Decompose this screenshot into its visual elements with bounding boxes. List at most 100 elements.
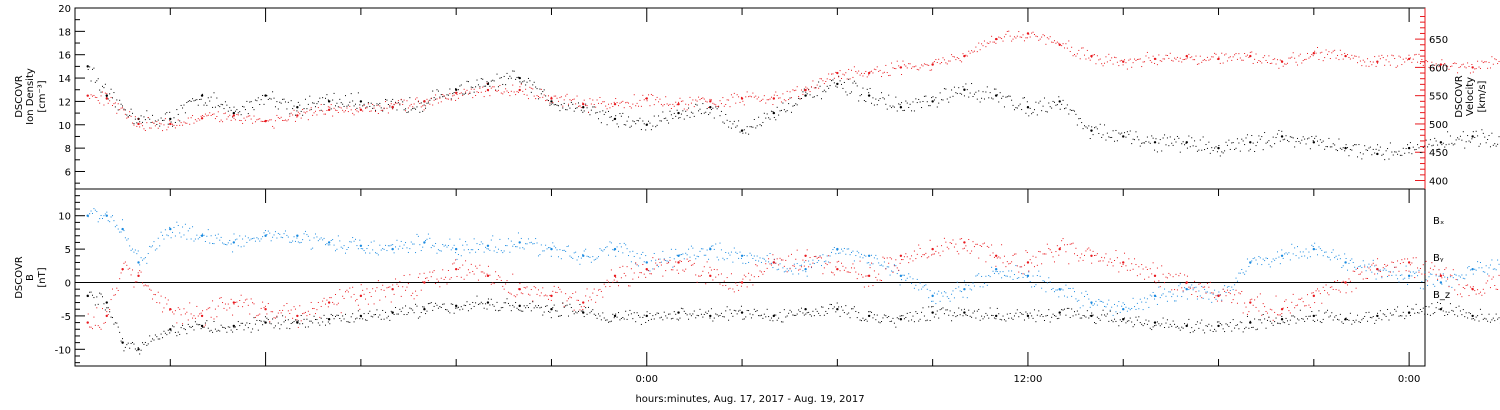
by-sample xyxy=(779,263,781,265)
by-sample xyxy=(838,252,840,254)
by-sample xyxy=(826,255,828,257)
velocity-sample xyxy=(806,87,808,89)
velocity-sample xyxy=(369,110,371,112)
by-sample xyxy=(386,250,388,252)
velocity-sample xyxy=(965,54,967,56)
ion-density-sample xyxy=(653,115,655,117)
bz-sample xyxy=(1259,293,1261,295)
by-sample xyxy=(1049,281,1051,283)
bz-sample xyxy=(805,260,807,262)
velocity-sample xyxy=(1075,55,1077,57)
bz-sample xyxy=(507,291,509,293)
by-sample xyxy=(708,258,710,260)
by-sample xyxy=(487,248,489,250)
bz-sample xyxy=(672,269,674,271)
ion-density-sample xyxy=(1114,140,1116,142)
velocity-sample xyxy=(1462,63,1464,65)
by-sample xyxy=(1268,263,1270,265)
ion-density-sample xyxy=(366,106,368,108)
velocity-sample xyxy=(1337,54,1339,56)
bz-sample xyxy=(132,269,134,271)
velocity-sample xyxy=(89,97,91,99)
bz-sample xyxy=(1009,262,1011,264)
ion-density-sample xyxy=(1084,125,1086,127)
ion-density-sample xyxy=(439,96,441,98)
velocity-sample xyxy=(1251,51,1253,53)
by-sample xyxy=(713,248,715,250)
bz-sample xyxy=(869,267,871,269)
by-sample xyxy=(133,251,135,253)
bz-sample xyxy=(500,279,502,281)
bz-sample xyxy=(1384,263,1386,265)
by-sample xyxy=(183,234,185,236)
ion-density-sample xyxy=(440,94,442,96)
bz-sample xyxy=(200,312,202,314)
velocity-sample xyxy=(389,105,391,107)
ion-density-sample xyxy=(871,102,873,104)
ion-density-sample xyxy=(202,93,204,95)
bz-sample xyxy=(1495,288,1497,290)
ion-density-sample xyxy=(743,129,745,131)
bz-sample xyxy=(1347,284,1349,286)
bz-point xyxy=(1376,267,1379,271)
ion-density-sample xyxy=(1239,150,1241,152)
ion-density-sample xyxy=(234,110,236,112)
velocity-sample xyxy=(357,111,359,113)
bz-sample xyxy=(592,292,594,294)
bz-sample xyxy=(728,288,730,290)
bz-sample xyxy=(180,314,182,316)
ion-density-sample xyxy=(1244,144,1246,146)
by-sample xyxy=(1154,298,1156,300)
bz-sample xyxy=(798,269,800,271)
ion-density-sample xyxy=(672,118,674,120)
velocity-sample xyxy=(229,114,231,116)
velocity-sample xyxy=(945,62,947,64)
bz-sample xyxy=(367,303,369,305)
ion-density-sample xyxy=(1028,115,1030,117)
ion-density-sample xyxy=(163,119,165,121)
velocity-sample xyxy=(585,105,587,107)
by-sample xyxy=(846,248,848,250)
by-sample xyxy=(1471,269,1473,271)
velocity-sample xyxy=(435,94,437,96)
by-sample xyxy=(270,240,272,242)
velocity-sample xyxy=(1306,52,1308,54)
ion-density-sample xyxy=(466,80,468,82)
ion-density-sample xyxy=(1329,146,1331,148)
velocity-sample xyxy=(1132,62,1134,64)
by-sample xyxy=(229,239,231,241)
velocity-sample xyxy=(146,122,148,124)
velocity-sample xyxy=(1298,55,1300,57)
velocity-sample xyxy=(417,100,419,102)
velocity-sample xyxy=(419,103,421,105)
by-sample xyxy=(382,248,384,250)
velocity-sample xyxy=(406,100,408,102)
ion-density-sample xyxy=(728,126,730,128)
bz-sample xyxy=(114,294,116,296)
velocity-sample xyxy=(779,97,781,99)
velocity-sample xyxy=(457,97,459,99)
ion-density-sample xyxy=(675,115,677,117)
by-sample xyxy=(457,254,459,256)
bz-sample xyxy=(543,295,545,297)
bz-sample xyxy=(793,265,795,267)
velocity-sample xyxy=(1371,64,1373,66)
velocity-sample xyxy=(818,87,820,89)
by-sample xyxy=(1114,303,1116,305)
ion-density-sample xyxy=(1335,149,1337,151)
velocity-sample xyxy=(169,120,171,122)
bz-sample xyxy=(736,284,738,286)
ion-density-point xyxy=(709,106,712,109)
by-sample xyxy=(1429,273,1431,275)
ion-density-sample xyxy=(1339,147,1341,149)
ion-density-sample xyxy=(1397,153,1399,155)
velocity-sample xyxy=(1094,54,1096,56)
by-sample xyxy=(162,234,164,236)
by-sample xyxy=(317,240,319,242)
ion-density-sample xyxy=(695,103,697,105)
velocity-sample xyxy=(137,118,139,120)
ion-density-sample xyxy=(841,83,843,85)
bz-sample xyxy=(975,243,977,245)
by-sample xyxy=(962,296,964,298)
ion-density-sample xyxy=(346,105,348,107)
